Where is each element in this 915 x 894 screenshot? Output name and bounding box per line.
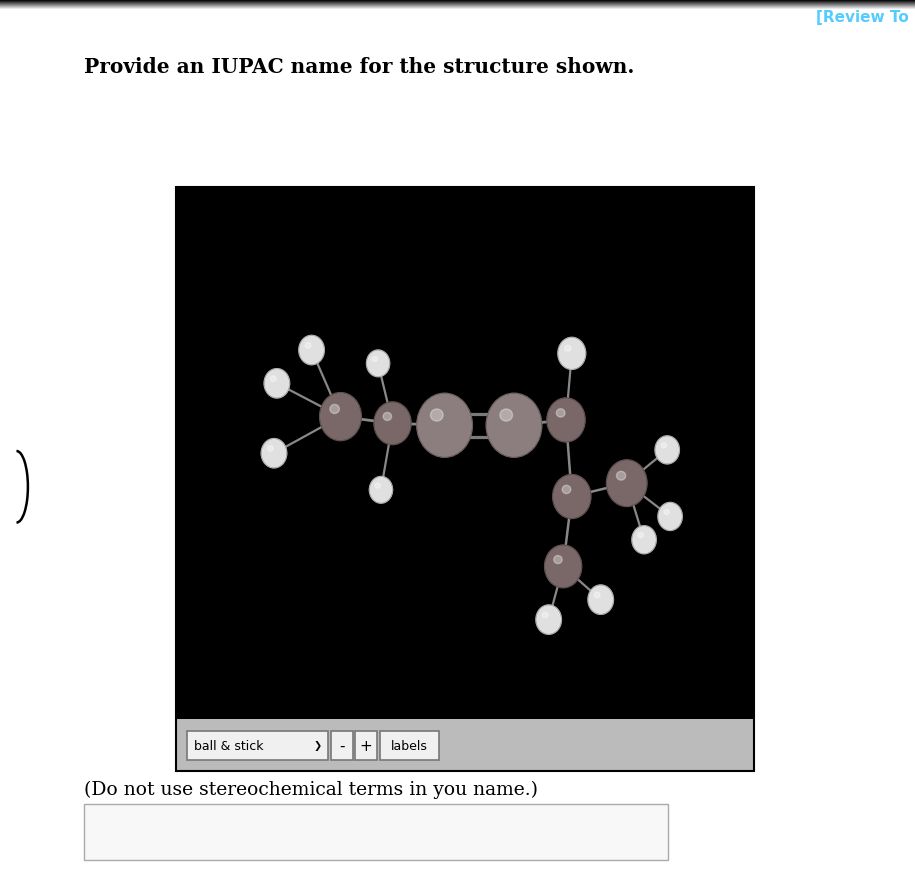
Text: +: +: [360, 738, 372, 753]
Ellipse shape: [500, 409, 512, 422]
Ellipse shape: [372, 358, 378, 362]
Circle shape: [544, 545, 582, 588]
FancyBboxPatch shape: [187, 731, 328, 760]
Text: (Do not use stereochemical terms in you name.): (Do not use stereochemical terms in you …: [84, 780, 538, 797]
Ellipse shape: [271, 376, 276, 382]
Circle shape: [319, 393, 361, 441]
Ellipse shape: [330, 405, 339, 414]
Ellipse shape: [617, 472, 626, 481]
Text: [Review To: [Review To: [816, 10, 909, 24]
Ellipse shape: [562, 485, 571, 494]
Circle shape: [607, 460, 647, 507]
Ellipse shape: [543, 612, 548, 618]
Circle shape: [547, 399, 585, 443]
Ellipse shape: [556, 409, 565, 417]
Ellipse shape: [383, 413, 392, 421]
Bar: [176, 188, 754, 772]
Circle shape: [264, 369, 290, 399]
Circle shape: [655, 436, 679, 464]
Text: ball & stick: ball & stick: [194, 739, 264, 752]
Circle shape: [417, 394, 472, 458]
Circle shape: [558, 338, 586, 370]
FancyBboxPatch shape: [355, 731, 377, 760]
FancyBboxPatch shape: [331, 731, 353, 760]
Bar: [176, 720, 754, 772]
Circle shape: [536, 605, 562, 635]
Bar: [84, 804, 668, 860]
Ellipse shape: [430, 409, 443, 422]
Circle shape: [299, 336, 324, 366]
Ellipse shape: [661, 443, 667, 449]
Circle shape: [658, 503, 683, 531]
Text: -: -: [339, 738, 345, 753]
Text: ❯: ❯: [314, 740, 321, 751]
Circle shape: [486, 394, 542, 458]
Circle shape: [367, 350, 390, 377]
Text: labels: labels: [391, 739, 428, 752]
Circle shape: [553, 475, 591, 519]
Circle shape: [370, 477, 393, 503]
Ellipse shape: [565, 346, 571, 352]
Text: Provide an IUPAC name for the structure shown.: Provide an IUPAC name for the structure …: [84, 57, 635, 77]
Ellipse shape: [638, 533, 643, 538]
Circle shape: [588, 586, 613, 614]
Ellipse shape: [267, 446, 274, 451]
Circle shape: [632, 527, 656, 554]
Ellipse shape: [375, 484, 381, 488]
Circle shape: [374, 402, 411, 445]
Ellipse shape: [664, 510, 670, 515]
Ellipse shape: [594, 593, 600, 598]
Ellipse shape: [305, 343, 311, 349]
FancyBboxPatch shape: [380, 731, 439, 760]
Circle shape: [262, 439, 286, 468]
Bar: [176, 188, 754, 720]
Ellipse shape: [554, 556, 562, 564]
